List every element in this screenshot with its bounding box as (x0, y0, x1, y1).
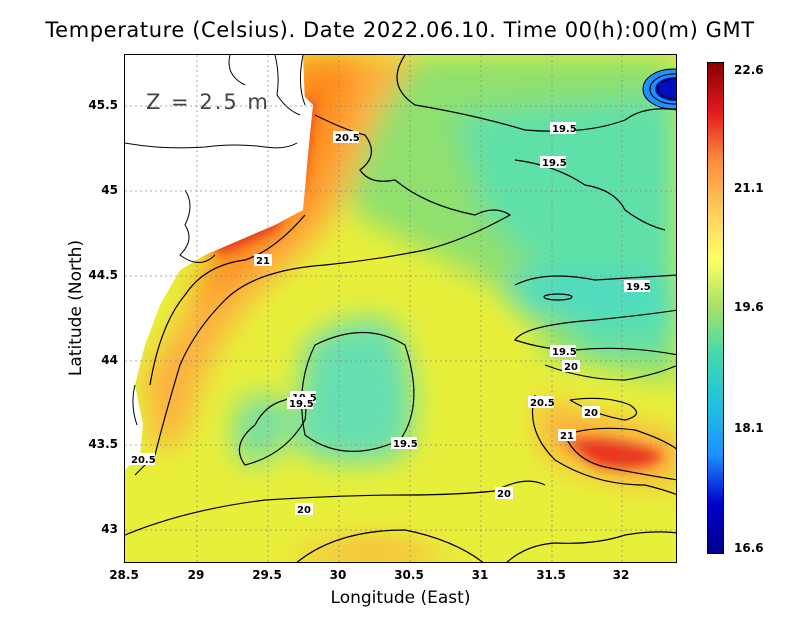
warm-coastal-band (145, 55, 415, 455)
contour-label: 19.5 (626, 282, 651, 293)
warm-patch-south (288, 539, 452, 562)
eddy-contour-3 (657, 78, 676, 100)
x-tick-label: 32 (612, 568, 630, 582)
colorbar-label-min: 16.6 (734, 541, 764, 555)
contour-label: 19.5 (542, 158, 567, 169)
y-tick-label: 45.5 (88, 98, 118, 112)
map-plot-area: 20.5 21 19.5 19.5 19.5 19.5 20 19.5 19.5… (124, 54, 677, 563)
label-bg (295, 503, 313, 515)
x-tick-label: 30.5 (394, 568, 424, 582)
label-bg (550, 122, 576, 134)
label-bg (129, 453, 155, 465)
label-bg (558, 429, 576, 441)
x-tick-label: 31 (471, 568, 489, 582)
contour-label: 20.5 (335, 133, 360, 144)
cool-patch-west (233, 395, 295, 465)
contour-lines (125, 55, 676, 562)
colorbar-label: 18.1 (734, 421, 764, 435)
label-bg (562, 360, 580, 372)
contour-label: 19.5 (393, 439, 418, 450)
land-mass (125, 55, 313, 470)
contour-label: 20.5 (530, 398, 555, 409)
x-tick-label: 29 (187, 568, 205, 582)
contour-label: 20 (297, 505, 311, 516)
label-bg (624, 280, 650, 292)
contour-labels: 20.5 21 19.5 19.5 19.5 19.5 20 19.5 19.5… (129, 122, 651, 516)
depth-label: Z = 2.5 m (146, 90, 270, 114)
contour-20-5-south (296, 529, 484, 562)
contour-21-coastal (149, 214, 306, 386)
y-tick-label: 43 (101, 522, 118, 536)
x-tick-label: 29.5 (252, 568, 282, 582)
label-bg (287, 397, 313, 409)
coastline (125, 55, 306, 426)
label-bg (391, 437, 417, 449)
y-axis-label: Latitude (North) (66, 239, 86, 377)
label-bg (333, 131, 359, 143)
label-bg (528, 396, 554, 408)
contour-20-5-east (531, 394, 676, 495)
colorbar (707, 62, 724, 554)
label-bg (550, 345, 576, 357)
colorbar-label: 19.6 (734, 300, 764, 314)
colorbar-label: 21.1 (734, 181, 764, 195)
contour-label: 21 (560, 431, 574, 442)
eddy-contour-2 (649, 73, 676, 105)
x-axis-label: Longitude (East) (330, 588, 471, 608)
x-tick-label: 30 (329, 568, 347, 582)
contour-label: 20 (497, 489, 511, 500)
label-bg (495, 487, 513, 499)
contour-19-5-east-a (514, 274, 676, 286)
y-tick-label: 43.5 (88, 437, 118, 451)
hot-spot-east (565, 439, 665, 469)
y-tick-label: 44 (101, 353, 118, 367)
contour-19-5-north-a (396, 55, 676, 132)
contour-label: 19.5 (289, 399, 314, 410)
x-tick-label: 28.5 (109, 568, 139, 582)
label-bg (540, 156, 566, 168)
contour-19-5-east-b (514, 309, 676, 356)
cold-eddy-inner (655, 77, 676, 101)
contour-label: 20 (584, 408, 598, 419)
contour-label: 21 (256, 256, 270, 267)
contour-label: 19.5 (552, 347, 577, 358)
colorbar-label-max: 22.6 (734, 63, 764, 77)
contour-20-5-coastal (134, 114, 512, 476)
contour-20-south-east (506, 531, 676, 562)
contour-21-east (564, 427, 676, 481)
x-tick-label: 31.5 (536, 568, 566, 582)
contour-label: 20 (564, 362, 578, 373)
y-tick-label: 44.5 (88, 268, 118, 282)
contour-small-loop (543, 293, 573, 301)
temperature-map: 20.5 21 19.5 19.5 19.5 19.5 20 19.5 19.5… (125, 55, 676, 562)
y-tick-label: 45 (101, 183, 118, 197)
label-bg (582, 406, 600, 418)
label-bg (254, 254, 272, 266)
contour-label: 20.5 (131, 455, 156, 466)
contour-label: 19.5 (552, 124, 577, 135)
cool-patch-center (295, 318, 413, 463)
chart-title: Temperature (Celsius). Date 2022.06.10. … (45, 18, 755, 42)
